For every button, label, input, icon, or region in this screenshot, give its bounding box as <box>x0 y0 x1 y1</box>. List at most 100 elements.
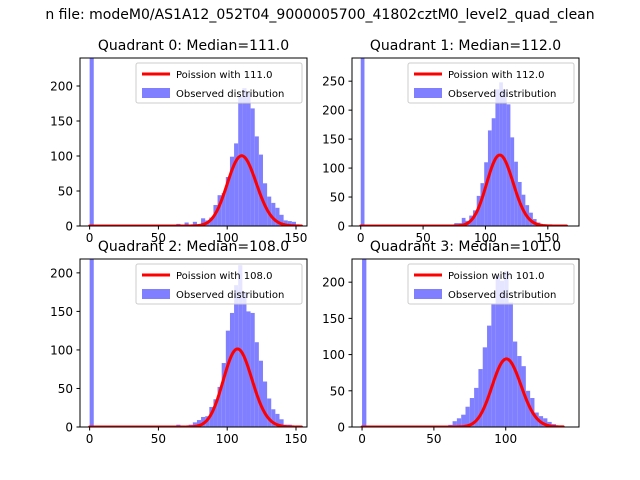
y-tick-label: 100 <box>50 150 73 164</box>
histogram-bar <box>504 271 509 427</box>
histogram-bar <box>246 93 251 226</box>
y-tick-label: 0 <box>65 220 73 234</box>
histogram-bar <box>456 418 462 427</box>
histogram-bar <box>478 369 483 427</box>
x-tick-label: 0 <box>86 231 94 245</box>
y-tick-label: 200 <box>322 276 345 290</box>
y-tick-label: 150 <box>322 312 345 326</box>
histogram-bar <box>225 177 230 226</box>
x-tick-label: 50 <box>426 432 441 446</box>
poisson-curve <box>359 153 569 226</box>
histogram-bar <box>465 406 470 427</box>
histogram-bar <box>254 342 259 427</box>
subplot-quadrant-2: 0 50 100 150 0 50 100 150 200 Quadrant 2: Median=… <box>50 239 308 446</box>
histogram-bar <box>525 390 531 427</box>
y-tick-label: 150 <box>50 305 73 319</box>
y-tick-label: 100 <box>322 348 345 362</box>
y-tick-label: 150 <box>322 133 345 147</box>
legend-box <box>407 263 575 305</box>
histogram-bar <box>209 217 214 226</box>
subplot-quadrant-1: 0 50 100 150 0 50 100 150 200 250 Quadrant 1: Medi… <box>322 38 580 245</box>
x-tick-label: 50 <box>415 231 430 245</box>
y-tick-label: 100 <box>50 343 73 357</box>
histogram-bar <box>279 419 284 427</box>
histogram-bar <box>234 285 239 427</box>
x-tick-label: 50 <box>151 231 166 245</box>
subplot-title: Quadrant 0: Median=111.0 <box>98 38 289 54</box>
histogram-bar <box>499 280 505 427</box>
histogram-bar <box>196 420 202 427</box>
histogram-bar <box>275 207 280 226</box>
histogram-bar <box>184 222 189 226</box>
histogram-bar <box>229 312 235 427</box>
axes-frame <box>351 57 580 227</box>
legend: Poission with 108.0 Observed distribution <box>135 263 303 305</box>
axes-frame <box>351 258 580 428</box>
legend-label-poisson: Poission with 112.0 <box>448 70 544 81</box>
x-tick-label: 100 <box>494 432 517 446</box>
x-tick-label: 0 <box>358 432 366 446</box>
legend: Poission with 101.0 Observed distribution <box>407 263 575 305</box>
y-tick-label: 100 <box>322 162 345 176</box>
histogram-bar <box>517 356 522 427</box>
histogram-bar <box>472 210 477 226</box>
legend-patch-observed <box>142 88 170 98</box>
x-tick-label: 0 <box>86 432 94 446</box>
legend-patch-observed <box>414 88 442 98</box>
histogram-bar <box>512 341 518 427</box>
histogram-bar <box>238 96 243 226</box>
legend-box <box>407 62 575 104</box>
histogram-bar <box>291 221 296 226</box>
histogram-bar <box>461 217 466 226</box>
legend-label-poisson: Poission with 101.0 <box>448 271 544 282</box>
histogram-bar <box>221 193 226 226</box>
legend-label-observed: Observed distribution <box>448 89 556 100</box>
histogram-bar <box>543 418 548 427</box>
histogram-bar <box>279 214 284 226</box>
y-tick-label: 200 <box>50 266 73 280</box>
histogram-bar <box>271 409 276 427</box>
histogram-bar <box>452 421 457 427</box>
legend-patch-observed <box>142 289 170 299</box>
histogram-bar <box>217 195 222 226</box>
histogram-bar <box>201 218 206 226</box>
histogram-bar <box>225 330 230 427</box>
x-tick-label: 100 <box>216 432 239 446</box>
x-tick-label: 150 <box>536 231 559 245</box>
poisson-curve <box>88 347 303 427</box>
x-tick-label: 0 <box>357 231 365 245</box>
y-tick-label: 250 <box>322 75 345 89</box>
histogram-bar <box>267 398 272 427</box>
x-tick-label: 150 <box>285 432 308 446</box>
legend-label-observed: Observed distribution <box>176 290 284 301</box>
legend: Poission with 111.0 Observed distribution <box>135 62 303 104</box>
histogram-bar <box>480 183 485 226</box>
histogram-bar <box>474 387 479 427</box>
subplot-quadrant-3: 0 50 100 0 50 100 150 200 Quadrant 3: Median=101… <box>322 239 580 446</box>
histogram-bar <box>461 414 466 427</box>
histogram-bar <box>469 398 475 427</box>
legend-label-observed: Observed distribution <box>448 290 556 301</box>
y-tick-label: 200 <box>50 80 73 94</box>
y-tick-label: 0 <box>337 421 345 435</box>
histogram-bar <box>250 312 255 427</box>
histogram-bar <box>217 386 222 427</box>
histogram-bar <box>287 221 292 226</box>
histogram-bar <box>238 265 243 427</box>
histogram-bar <box>283 220 288 226</box>
histogram-bar <box>229 156 235 226</box>
histogram-bar <box>495 274 500 427</box>
y-tick-label: 50 <box>58 185 73 199</box>
legend: Poission with 112.0 Observed distribution <box>407 62 575 104</box>
legend-label-poisson: Poission with 111.0 <box>176 70 272 81</box>
subplot-title: Quadrant 3: Median=101.0 <box>370 239 561 255</box>
histogram-bar <box>484 162 488 226</box>
x-tick-label: 100 <box>474 231 497 245</box>
histogram-bar <box>89 58 94 226</box>
subplot-quadrant-0: 0 50 100 150 0 50 100 150 200 Quadrant 0: Median=… <box>50 38 308 245</box>
y-tick-label: 50 <box>330 384 345 398</box>
histogram-bar <box>213 399 218 427</box>
subplot-title: Quadrant 1: Median=112.0 <box>370 38 561 54</box>
poisson-curve <box>88 154 303 226</box>
